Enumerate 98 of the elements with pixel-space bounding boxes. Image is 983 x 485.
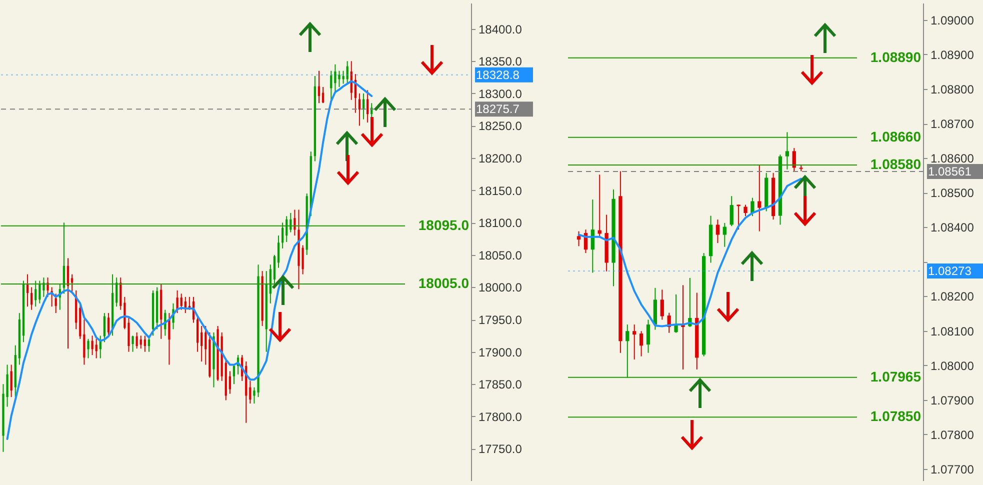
y-tick-label: 1.08000 (930, 358, 974, 373)
y-tick-label: 17850.0 (478, 378, 522, 392)
candlestick (91, 335, 94, 356)
candlestick (277, 235, 280, 268)
candlestick (38, 280, 41, 304)
candlestick (674, 294, 678, 334)
y-tick-label: 1.08600 (930, 152, 974, 166)
y-tick-label: 1.08500 (930, 186, 974, 200)
y-tick-label: 1.08800 (930, 82, 974, 96)
candlestick (132, 335, 134, 352)
ref-line-label: 18005.0 (418, 274, 470, 291)
candlestick (136, 332, 138, 350)
candlestick (750, 197, 754, 217)
candlestick (176, 290, 178, 314)
y-tick-label: 18050.0 (478, 248, 522, 262)
ref-line-label: 1.08890 (870, 48, 922, 65)
candlestick (120, 277, 122, 310)
ref-line-label: 1.08660 (870, 128, 922, 144)
y-tick-label: 18300.0 (478, 86, 522, 101)
candlestick (736, 204, 740, 230)
candlestick (148, 335, 150, 352)
y-tick-label: 1.08200 (930, 290, 974, 304)
ref-line-label: 1.08561 (928, 164, 972, 179)
y-tick-label: 17900.0 (478, 345, 522, 360)
candlestick (95, 338, 98, 359)
candlestick (346, 60, 348, 84)
candlestick (294, 209, 296, 236)
y-tick-label: 1.07900 (930, 393, 974, 408)
y-tick-label: 1.07800 (930, 428, 974, 442)
candlestick (196, 316, 199, 352)
y-tick-label: 1.08100 (930, 324, 974, 338)
y-tick-label: 18250.0 (478, 119, 522, 134)
y-tick-label: 1.08700 (930, 117, 974, 132)
y-tick-label: 1.08900 (930, 48, 974, 62)
candlestick (204, 325, 207, 366)
candlestick (249, 380, 252, 404)
candlestick (626, 324, 630, 378)
candlestick (87, 338, 90, 359)
ref-line-label: 1.07965 (870, 368, 922, 384)
y-tick-label: 17750.0 (478, 442, 522, 456)
candlestick (83, 319, 86, 366)
candlestick (758, 164, 762, 232)
ref-line-label: 1.07850 (870, 408, 922, 424)
candlestick (660, 289, 664, 320)
candlestick (334, 64, 336, 94)
ref-line-label: 18275.7 (476, 102, 520, 116)
candlestick (576, 230, 581, 247)
y-tick-label: 17800.0 (478, 410, 522, 424)
y-tick-label: 18200.0 (478, 152, 522, 166)
candlestick (34, 280, 37, 308)
ref-line-label: 1.08273 (928, 264, 972, 278)
y-tick-label: 18350.0 (478, 54, 522, 69)
candlestick (632, 324, 636, 360)
ref-line-label: 18095.0 (418, 216, 470, 233)
candlestick (366, 90, 369, 123)
candlestick (338, 70, 340, 88)
candlestick (46, 277, 49, 298)
candlestick (10, 364, 12, 398)
candlestick (180, 293, 182, 310)
y-tick-label: 17950.0 (478, 313, 522, 328)
candlestick (62, 222, 66, 294)
candlestick (140, 335, 142, 350)
y-tick-label: 1.09000 (930, 13, 974, 28)
candlestick (730, 196, 734, 227)
y-tick-label: 18000.0 (478, 280, 522, 295)
y-tick-label: 18150.0 (478, 184, 522, 198)
candlestick (281, 222, 284, 249)
candlestick (107, 312, 110, 336)
y-tick-label: 1.07700 (930, 462, 974, 476)
candlestick (785, 132, 790, 170)
ref-line-label: 18328.8 (476, 68, 520, 82)
candlestick (716, 219, 720, 244)
candlestick (200, 325, 203, 362)
candlestick (792, 148, 796, 172)
y-tick-label: 18400.0 (478, 22, 522, 36)
candlestick (744, 204, 748, 217)
candlestick (646, 319, 650, 354)
candlestick (70, 274, 74, 294)
y-tick-label: 1.08400 (930, 220, 974, 235)
candlestick (330, 70, 332, 100)
candlestick (228, 370, 231, 394)
candlestick (128, 316, 130, 352)
candlestick (30, 286, 33, 310)
candlestick (168, 312, 170, 366)
candlestick (42, 277, 45, 298)
ref-line-label: 1.08580 (870, 156, 922, 172)
candlestick (144, 335, 146, 352)
candlestick (26, 274, 29, 308)
candlestick (232, 364, 236, 385)
candlestick (54, 293, 57, 314)
candlestick (103, 312, 106, 343)
y-tick-label: 18100.0 (478, 216, 522, 230)
candlestick (639, 330, 644, 357)
candlestick (342, 70, 344, 84)
candlestick (358, 92, 361, 126)
candlestick (722, 222, 726, 248)
candlestick (318, 70, 320, 104)
candlestick (322, 86, 324, 104)
